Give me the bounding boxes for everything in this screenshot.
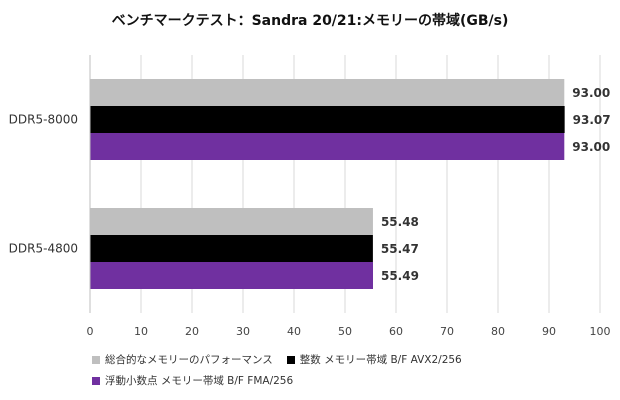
x-tick-label: 60 xyxy=(389,325,403,338)
data-label: 55.48 xyxy=(381,215,419,229)
x-tick-label: 80 xyxy=(491,325,505,338)
legend-label: 浮動小数点 メモリー帯域 B/F FMA/256 xyxy=(105,375,294,387)
data-label: 55.47 xyxy=(381,242,419,256)
legend-swatch xyxy=(92,376,100,385)
legend-item: 整数 メモリー帯域 B/F AVX2/256 xyxy=(286,352,462,367)
data-label: 93.00 xyxy=(572,86,610,100)
legend-item: 総合的なメモリーのパフォーマンス xyxy=(92,352,273,367)
legend: 総合的なメモリーのパフォーマンス 整数 メモリー帯域 B/F AVX2/256 浮動… xyxy=(92,352,612,394)
data-label: 93.00 xyxy=(572,140,610,154)
x-tick-label: 30 xyxy=(236,325,250,338)
bar xyxy=(90,262,373,289)
x-tick-label: 50 xyxy=(338,325,352,338)
bar xyxy=(90,235,373,262)
x-tick-label: 90 xyxy=(542,325,556,338)
bar xyxy=(90,79,565,106)
legend-item: 浮動小数点 メモリー帯域 B/F FMA/256 xyxy=(92,373,293,388)
chart-title: ベンチマークテスト：Sandra 20/21:メモリーの帯域(GB/s) xyxy=(111,13,509,29)
bar xyxy=(90,106,565,133)
x-tick-label: 20 xyxy=(185,325,199,338)
bar xyxy=(90,133,565,160)
x-tick-label: 40 xyxy=(287,325,301,338)
legend-label: 整数 メモリー帯域 B/F AVX2/256 xyxy=(299,354,462,366)
legend-swatch xyxy=(92,355,100,364)
data-label: 55.49 xyxy=(381,269,419,283)
x-tick-label: 10 xyxy=(134,325,148,338)
data-label: 93.07 xyxy=(573,113,611,127)
x-tick-label: 100 xyxy=(590,325,611,338)
bar xyxy=(90,208,373,235)
legend-swatch xyxy=(286,355,295,364)
category-label: DDR5-8000 xyxy=(9,113,78,127)
x-tick-label: 0 xyxy=(87,325,94,338)
x-tick-label: 70 xyxy=(440,325,454,338)
category-label: DDR5-4800 xyxy=(9,242,78,256)
legend-label: 総合的なメモリーのパフォーマンス xyxy=(105,354,273,366)
